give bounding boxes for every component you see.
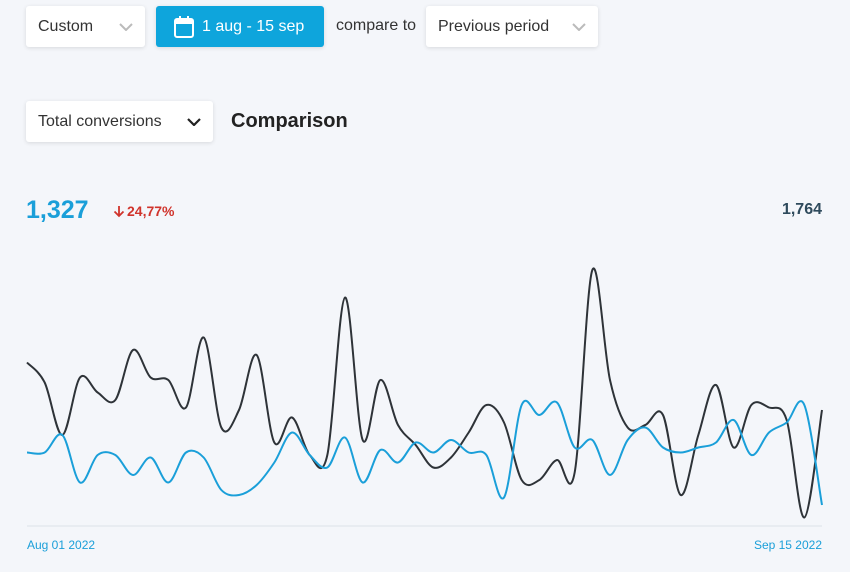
down-arrow — [113, 206, 125, 218]
chevron — [187, 117, 201, 126]
heading: Comparison — [231, 110, 348, 132]
period-select[interactable]: Custom — [26, 6, 145, 47]
series-line — [26, 399, 823, 506]
calendar-icon — [174, 15, 194, 38]
metric-select-label: Total conversions — [38, 112, 162, 130]
series-line — [26, 267, 823, 519]
metric-select[interactable]: Total conversions — [26, 101, 213, 142]
compare-select[interactable]: Previous period — [426, 6, 598, 47]
x-tick-label: Aug 01 2022 — [27, 538, 95, 552]
date-range-button[interactable]: 1 aug - 15 sep — [156, 6, 324, 47]
period-select-label: Custom — [38, 17, 94, 35]
current-total: 1,327 — [26, 196, 89, 224]
change: 24,77% — [127, 203, 175, 219]
compare-select-label: Previous period — [438, 17, 550, 35]
compare-label: compare to — [336, 17, 417, 34]
chevron — [119, 22, 133, 31]
chevron — [572, 22, 586, 31]
previous-total: 1,764 — [781, 201, 822, 218]
date-range-label: 1 aug - 15 sep — [202, 17, 305, 35]
x-tick-label: Sep 15 2022 — [754, 538, 822, 552]
